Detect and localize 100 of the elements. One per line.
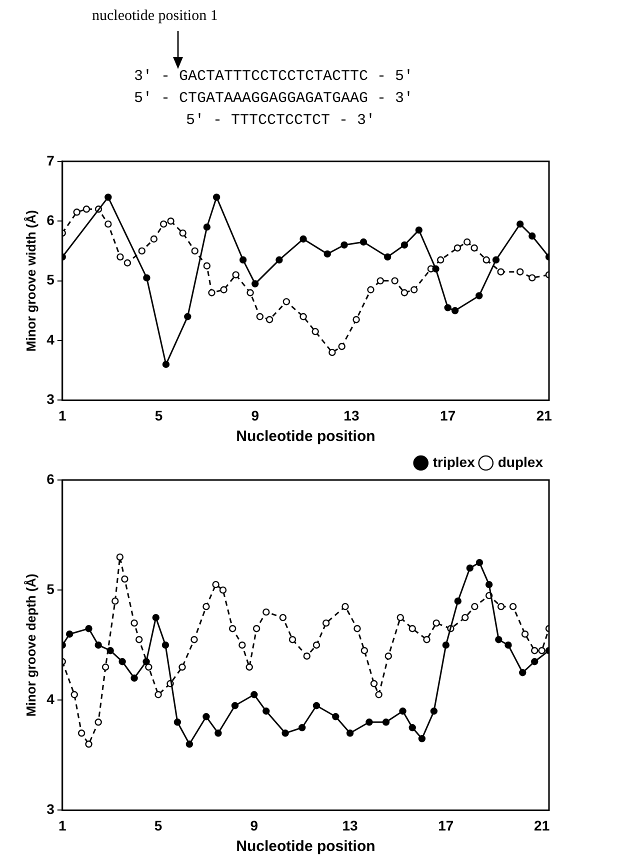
point — [112, 597, 119, 605]
y-tick-label: 6 — [46, 212, 55, 228]
y-tick-label: 3 — [46, 391, 55, 408]
point — [497, 268, 504, 276]
point — [367, 286, 374, 294]
point — [178, 664, 186, 671]
legend-label: triplex — [432, 454, 476, 470]
point — [212, 194, 220, 201]
point — [470, 244, 478, 252]
point — [138, 247, 146, 255]
y-tick-label: 5 — [46, 272, 55, 288]
point — [202, 713, 210, 720]
point — [288, 636, 296, 644]
point — [338, 342, 346, 350]
y-tick-label: 5 — [46, 580, 55, 597]
x-tick-label: 17 — [440, 407, 456, 424]
point — [531, 658, 538, 666]
point — [454, 597, 462, 605]
point — [145, 664, 152, 671]
point — [152, 614, 160, 622]
y-axis-title: Minor groove width (Å) — [23, 210, 38, 352]
point — [400, 241, 408, 249]
y-tick-label: 4 — [46, 690, 55, 707]
y-tick-label: 6 — [46, 470, 55, 487]
point — [516, 220, 524, 228]
point — [495, 636, 502, 644]
point — [531, 647, 538, 654]
point — [391, 277, 398, 284]
point — [73, 208, 80, 216]
x-axis-title: Nucleotide position — [236, 838, 376, 856]
point — [298, 724, 306, 732]
point — [179, 229, 186, 237]
point — [203, 223, 211, 231]
y-axis-title: Minor groove depth (Å) — [23, 574, 38, 717]
point — [219, 586, 227, 594]
point — [282, 298, 290, 306]
point — [212, 580, 220, 588]
point — [252, 280, 259, 288]
point — [415, 226, 423, 234]
point — [116, 253, 124, 261]
point — [312, 328, 319, 336]
point — [300, 235, 307, 243]
x-tick-label: 5 — [154, 407, 163, 424]
point — [399, 708, 406, 715]
text: 3' - GACTATTTCCTCCTCTACTTC - 5' — [134, 68, 414, 85]
point — [516, 268, 524, 276]
point — [408, 624, 416, 632]
point — [360, 238, 368, 246]
point — [408, 724, 416, 732]
point — [252, 624, 260, 632]
text: 5' - TTTCCTCCTCT - 3' — [186, 112, 376, 129]
point — [70, 691, 78, 698]
point — [228, 624, 236, 632]
x-tick-label: 1 — [58, 817, 66, 834]
point — [528, 232, 536, 240]
point — [382, 718, 390, 726]
point — [124, 259, 132, 266]
point — [384, 652, 392, 660]
point — [471, 602, 478, 610]
point — [300, 313, 307, 320]
point — [476, 292, 483, 300]
point — [203, 262, 211, 270]
point — [430, 708, 438, 715]
point — [375, 691, 382, 698]
point — [463, 238, 471, 246]
point — [150, 235, 158, 243]
point — [410, 286, 418, 294]
x-tick-label: 21 — [534, 817, 550, 834]
point — [279, 614, 287, 622]
y-tick-label: 3 — [46, 801, 55, 818]
point — [143, 274, 150, 282]
point — [519, 669, 526, 676]
legend-label: duplex — [498, 454, 544, 470]
y-tick-label: 4 — [46, 331, 55, 348]
x-tick-label: 21 — [536, 407, 552, 424]
point — [208, 289, 216, 296]
point — [432, 619, 440, 627]
point — [346, 730, 354, 737]
point — [312, 702, 320, 710]
point — [418, 735, 426, 742]
point — [202, 602, 210, 610]
point — [231, 702, 239, 710]
point — [266, 316, 274, 324]
point — [332, 713, 340, 720]
point — [256, 313, 264, 320]
point — [250, 691, 258, 698]
x-tick-label: 1 — [58, 407, 66, 424]
point — [462, 614, 469, 622]
point — [174, 718, 182, 726]
point — [160, 220, 168, 228]
point — [154, 691, 162, 698]
point — [454, 244, 462, 252]
x-tick-label: 9 — [251, 407, 260, 424]
point — [262, 708, 270, 715]
x-tick-label: 13 — [342, 817, 358, 834]
point — [214, 730, 222, 737]
point — [370, 680, 378, 688]
point — [396, 614, 404, 622]
point — [303, 652, 310, 660]
y-tick-label: 7 — [46, 152, 55, 168]
